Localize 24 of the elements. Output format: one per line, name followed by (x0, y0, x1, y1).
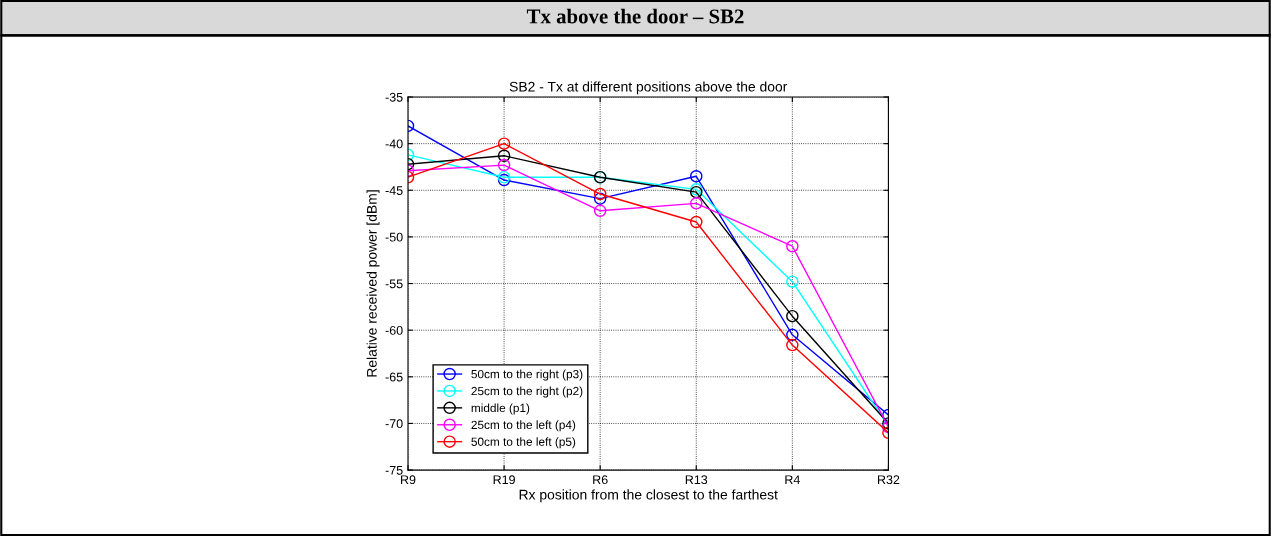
y-tick-label: -50 (385, 232, 403, 242)
y-tick-label: -60 (385, 325, 403, 335)
chart-title: Tx above the door – SB2 (526, 8, 744, 24)
x-tick-label: R32 (877, 475, 900, 485)
legend-label: 25cm to the left (p4) (471, 420, 576, 432)
legend-label: 50cm to the right (p3) (471, 369, 583, 381)
y-tick-label: -70 (385, 419, 403, 429)
x-tick-label: R4 (785, 475, 800, 484)
y-tick-label: -55 (385, 279, 403, 289)
y-tick-label: -40 (385, 139, 403, 149)
y-axis-title: Relative received power [dBm] (366, 190, 380, 377)
x-tick-label: R9 (401, 475, 416, 485)
y-tick-label: -65 (385, 372, 403, 382)
y-tick-label: -75 (385, 466, 403, 475)
y-tick-label: -35 (385, 92, 403, 102)
x-tick-label: R6 (593, 475, 608, 485)
legend-label: middle (p1) (471, 403, 530, 415)
x-axis-title: Rx position from the closest to the farthest (519, 489, 778, 503)
x-tick-label: R13 (685, 475, 708, 485)
legend-label: 25cm to the right (p2) (471, 386, 583, 398)
legend-label: 50cm to the left (p5) (471, 437, 576, 449)
y-tick-label: -45 (385, 186, 403, 195)
chart-subtitle: SB2 - Tx at different positions above the door (509, 81, 788, 95)
x-tick-label: R19 (493, 475, 515, 485)
